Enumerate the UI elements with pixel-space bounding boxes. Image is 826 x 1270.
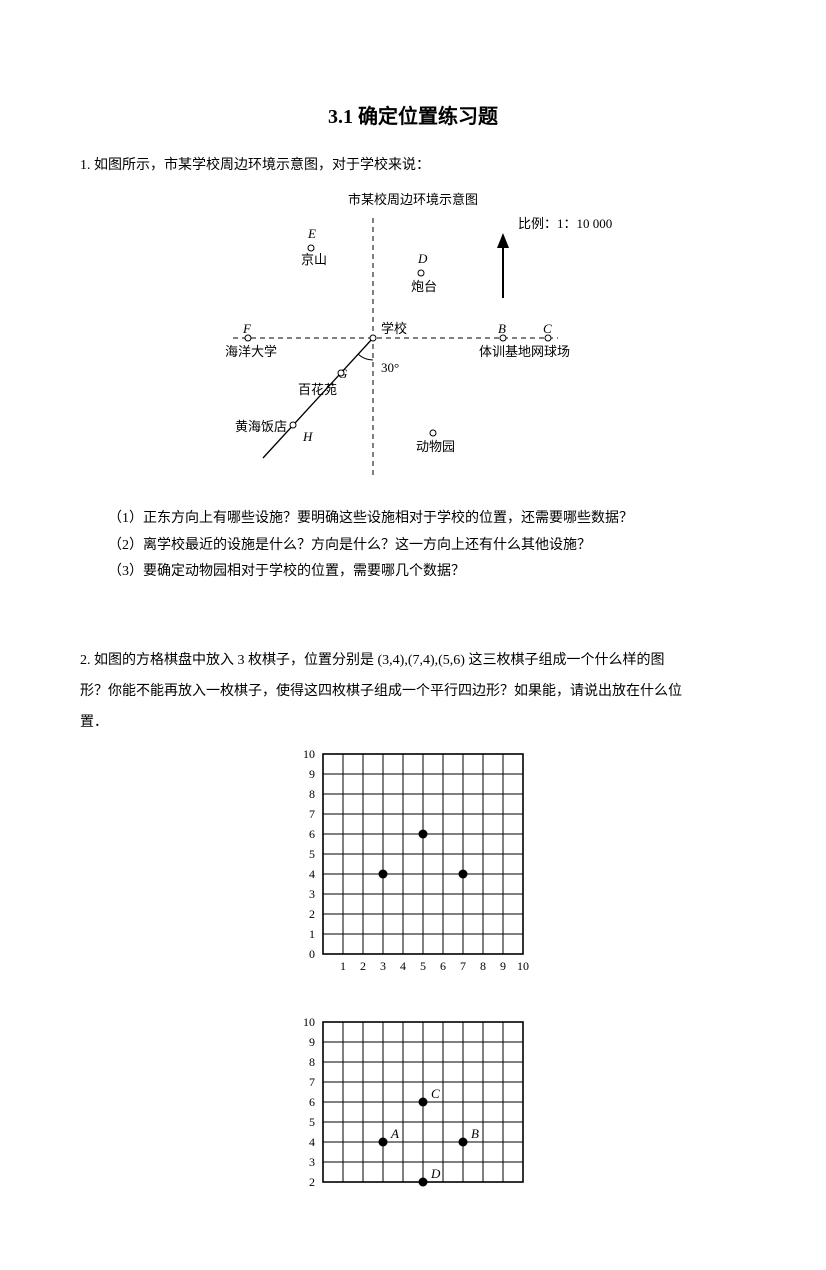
point-E xyxy=(308,245,314,251)
point-B xyxy=(500,335,506,341)
x-tick-label: 10 xyxy=(517,959,529,973)
x-tick-label: 6 xyxy=(440,959,446,973)
problem-1-q3: （3）要确定动物园相对于学校的位置，需要哪几个数据？ xyxy=(108,559,746,586)
grid-dot xyxy=(419,830,428,839)
angle-label: 30° xyxy=(381,360,399,375)
y-tick-label: 7 xyxy=(309,1075,315,1089)
y-tick-label: 5 xyxy=(309,847,315,861)
letter-H: H xyxy=(302,429,313,444)
point-F xyxy=(245,335,251,341)
x-tick-label: 4 xyxy=(400,959,406,973)
y-tick-label: 5 xyxy=(309,1115,315,1129)
grid-dot-label: A xyxy=(390,1126,399,1141)
y-tick-label: 9 xyxy=(309,767,315,781)
y-tick-label: 4 xyxy=(309,1135,315,1149)
label-B: 体训基地 xyxy=(479,344,531,359)
problem-2-line-b: 形？你能不能再放入一枚棋子，使得这四枚棋子组成一个平行四边形？如果能，请说出放在… xyxy=(80,677,746,708)
problem-1-q2: （2）离学校最近的设施是什么？方向是什么？这一方向上还有什么其他设施？ xyxy=(108,533,746,560)
label-school: 学校 xyxy=(381,321,407,336)
problem-2-line-a: 2. 如图的方格棋盘中放入 3 枚棋子，位置分别是 (3,4),(7,4),(5… xyxy=(80,646,746,677)
problem-2-grid-2: 2345678910ABCD xyxy=(283,1012,543,1212)
letter-B: B xyxy=(498,321,506,336)
label-G: 百花苑 xyxy=(298,382,337,397)
y-tick-label: 2 xyxy=(309,907,315,921)
diagram-title: 市某校周边环境示意图 xyxy=(348,192,478,207)
label-H: 黄海饭店 xyxy=(235,419,287,434)
point-D xyxy=(418,270,424,276)
y-tick-label: 9 xyxy=(309,1035,315,1049)
x-tick-label: 7 xyxy=(460,959,466,973)
north-arrow-head xyxy=(497,233,509,248)
grid-dot xyxy=(459,1138,468,1147)
y-tick-label: 3 xyxy=(309,1155,315,1169)
x-tick-label: 8 xyxy=(480,959,486,973)
problem-2-line-c: 置． xyxy=(80,708,746,739)
x-tick-label: 5 xyxy=(420,959,426,973)
grid-dot-label: C xyxy=(431,1086,440,1101)
problem-1-q1: （1）正东方向上有哪些设施？要明确这些设施相对于学校的位置，还需要哪些数据？ xyxy=(108,506,746,533)
grid-dot xyxy=(459,870,468,879)
y-tick-label: 1 xyxy=(309,927,315,941)
label-zoo: 动物园 xyxy=(416,439,455,454)
scale-label: 比例：1：10 000 xyxy=(518,216,612,231)
x-tick-label: 2 xyxy=(360,959,366,973)
problem-2-grid-1: 01234567891012345678910 xyxy=(283,744,543,994)
oblique-line xyxy=(263,338,373,458)
x-tick-label: 1 xyxy=(340,959,346,973)
angle-arc xyxy=(358,354,373,360)
grid-dot xyxy=(379,870,388,879)
x-tick-label: 9 xyxy=(500,959,506,973)
letter-C: C xyxy=(543,321,552,336)
letter-E: E xyxy=(307,226,316,241)
letter-D: D xyxy=(417,251,428,266)
point-school xyxy=(370,335,376,341)
point-C xyxy=(545,335,551,341)
y-tick-label: 2 xyxy=(309,1175,315,1189)
y-tick-label: 8 xyxy=(309,787,315,801)
y-tick-label: 10 xyxy=(303,1015,315,1029)
label-E: 京山 xyxy=(301,252,327,267)
label-D: 炮台 xyxy=(411,279,437,294)
y-tick-label: 0 xyxy=(309,947,315,961)
y-tick-label: 10 xyxy=(303,747,315,761)
y-tick-label: 6 xyxy=(309,827,315,841)
x-tick-label: 3 xyxy=(380,959,386,973)
point-H xyxy=(290,422,296,428)
grid-dot-label: B xyxy=(471,1126,479,1141)
point-zoo xyxy=(430,430,436,436)
grid-dot xyxy=(419,1098,428,1107)
y-tick-label: 6 xyxy=(309,1095,315,1109)
grid-dot xyxy=(419,1178,428,1187)
y-tick-label: 8 xyxy=(309,1055,315,1069)
point-G xyxy=(338,370,344,376)
page-title: 3.1 确定位置练习题 xyxy=(80,100,746,129)
label-F: 海洋大学 xyxy=(225,344,277,359)
grid-dot xyxy=(379,1138,388,1147)
y-tick-label: 4 xyxy=(309,867,315,881)
y-tick-label: 7 xyxy=(309,807,315,821)
letter-F: F xyxy=(242,321,252,336)
problem-1-diagram: 市某校周边环境示意图 比例：1：10 000 30° 学校 E 京山 D xyxy=(203,188,623,488)
y-tick-label: 3 xyxy=(309,887,315,901)
label-C: 网球场 xyxy=(531,344,570,359)
problem-1-stem: 1. 如图所示，市某学校周边环境示意图，对于学校来说： xyxy=(80,153,746,178)
